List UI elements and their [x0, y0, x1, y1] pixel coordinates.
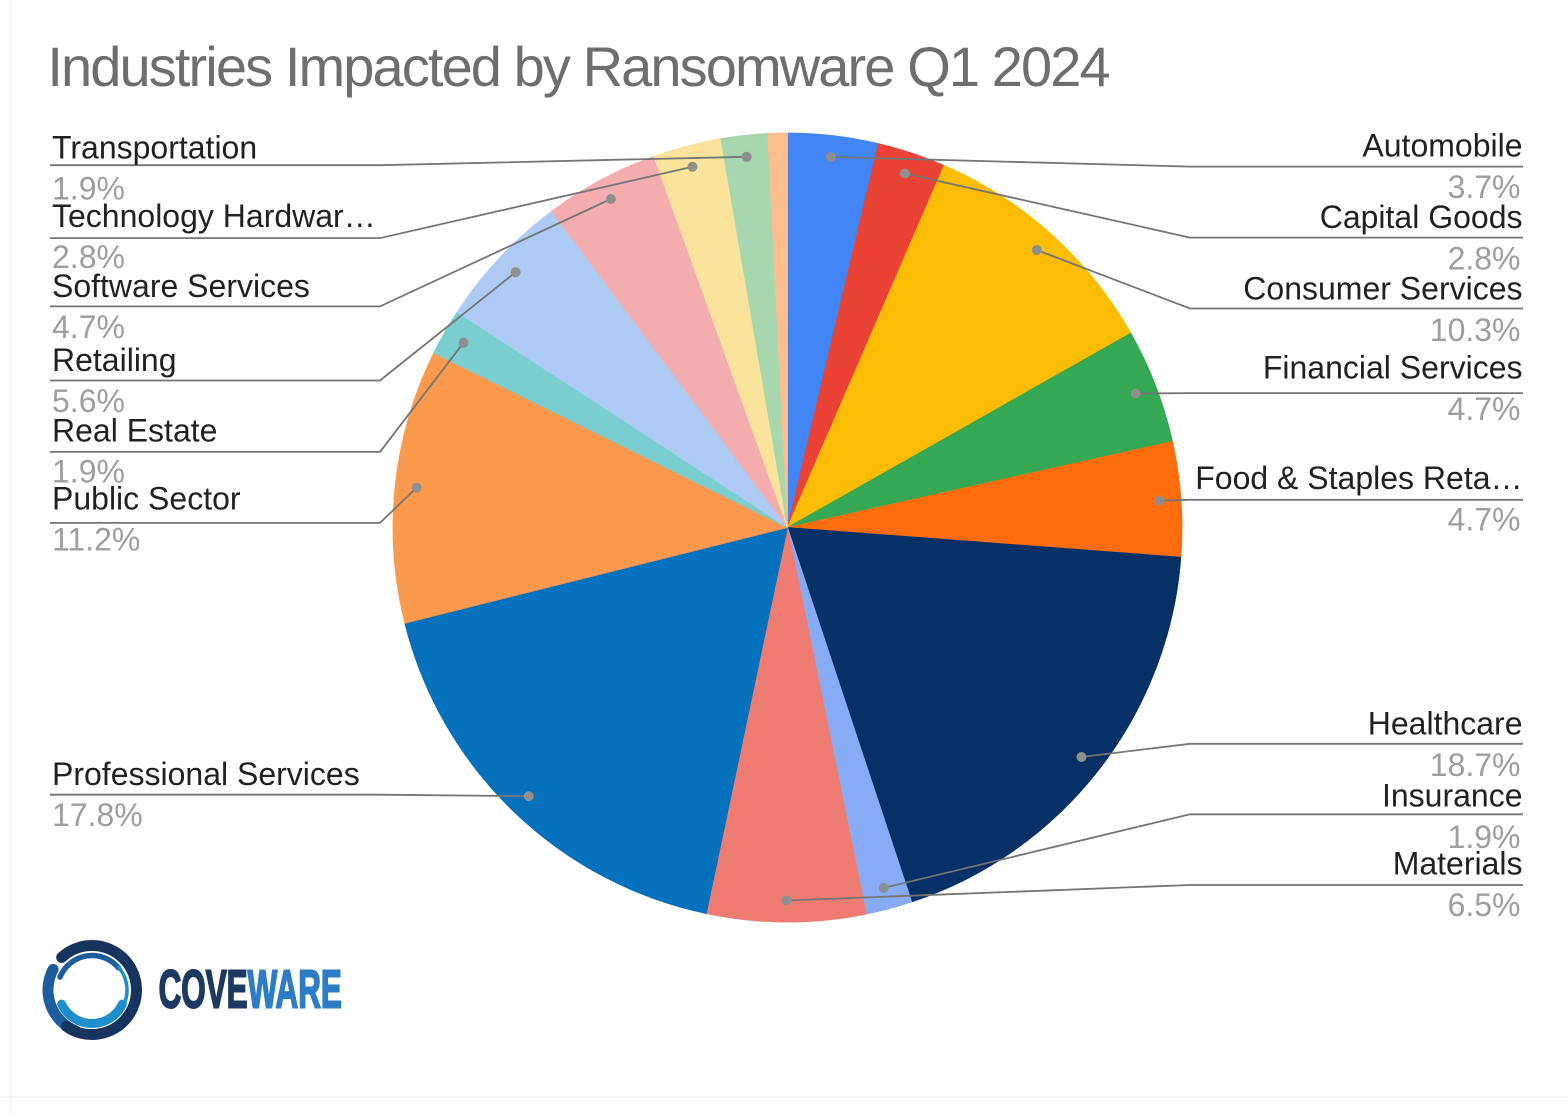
svg-text:Real Estate: Real Estate — [52, 412, 217, 448]
svg-text:18.7%: 18.7% — [1430, 747, 1521, 783]
svg-text:Insurance: Insurance — [1382, 778, 1523, 814]
svg-text:Financial Services: Financial Services — [1263, 350, 1523, 386]
svg-text:Food & Staples Reta…: Food & Staples Reta… — [1195, 460, 1522, 496]
svg-text:6.5%: 6.5% — [1448, 887, 1521, 923]
svg-text:COVEWARE: COVEWARE — [159, 960, 342, 1020]
svg-text:4.7%: 4.7% — [1448, 391, 1521, 427]
svg-text:1.9%: 1.9% — [52, 453, 125, 489]
svg-text:Consumer Services: Consumer Services — [1243, 270, 1522, 306]
svg-text:Technology Hardwar…: Technology Hardwar… — [52, 198, 376, 234]
svg-text:Software Services: Software Services — [52, 268, 310, 304]
svg-text:Retailing: Retailing — [52, 342, 177, 378]
svg-text:2.8%: 2.8% — [1448, 241, 1521, 277]
svg-text:4.7%: 4.7% — [1448, 501, 1521, 537]
svg-text:Transportation: Transportation — [52, 130, 257, 166]
svg-text:Automobile: Automobile — [1362, 128, 1522, 164]
svg-text:Public Sector: Public Sector — [52, 481, 241, 517]
svg-text:4.7%: 4.7% — [52, 309, 125, 345]
svg-text:Industries Impacted by Ransomw: Industries Impacted by Ransomware Q1 202… — [47, 35, 1109, 98]
svg-text:Professional Services: Professional Services — [52, 756, 360, 792]
svg-text:Materials: Materials — [1393, 846, 1523, 882]
svg-text:1.9%: 1.9% — [1448, 819, 1521, 855]
svg-text:3.7%: 3.7% — [1448, 169, 1521, 205]
svg-text:Healthcare: Healthcare — [1368, 706, 1523, 742]
svg-text:11.2%: 11.2% — [52, 522, 140, 558]
svg-text:5.6%: 5.6% — [52, 383, 125, 419]
svg-text:1.9%: 1.9% — [52, 171, 125, 207]
svg-text:17.8%: 17.8% — [52, 797, 143, 833]
svg-text:2.8%: 2.8% — [52, 239, 125, 275]
svg-text:Capital Goods: Capital Goods — [1320, 199, 1523, 235]
svg-text:10.3%: 10.3% — [1430, 312, 1521, 348]
